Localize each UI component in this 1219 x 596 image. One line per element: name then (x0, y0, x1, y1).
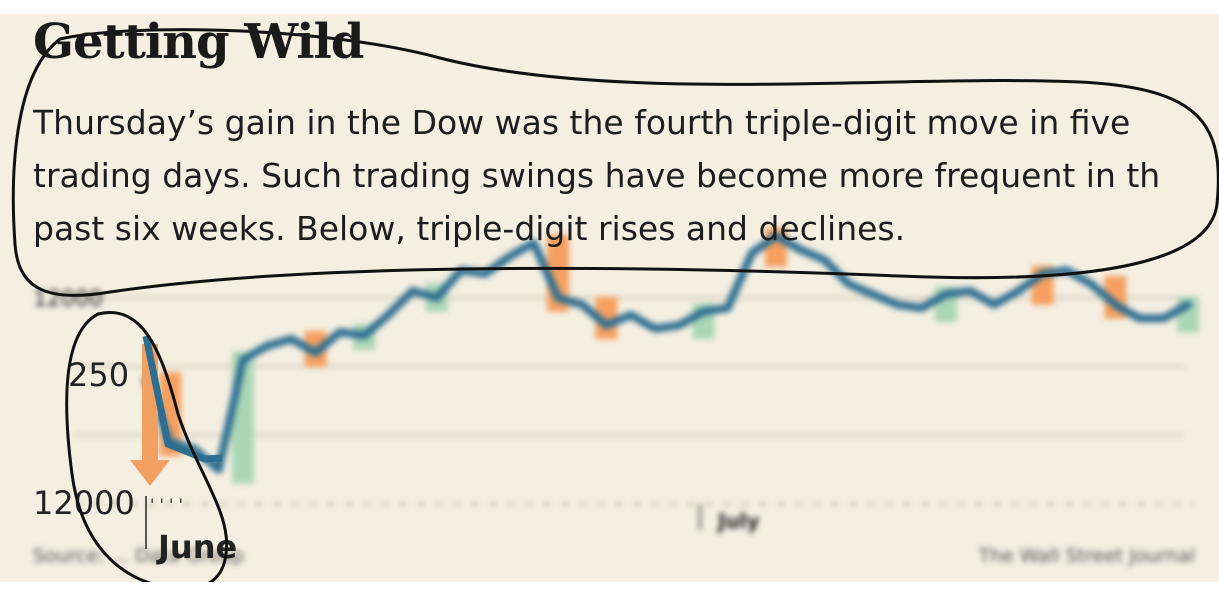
y-tick-label: 12000 (33, 484, 135, 522)
chart-title: Getting Wild (33, 14, 364, 70)
annotation-layer: ' ' ' ' 250 12000 June (11, 28, 1219, 582)
down-arrow (130, 344, 170, 486)
axis-outline (65, 311, 229, 582)
line-segment (142, 335, 223, 463)
chart-plot: Source: ... Data Group The Wall Street J… (11, 28, 1219, 582)
chart-card: Source: ... Data Group The Wall Street J… (0, 14, 1219, 582)
y-tick-label: 250 (68, 356, 129, 394)
dow-line (142, 231, 1192, 474)
june-dash-ticks: ' ' ' ' (150, 495, 183, 514)
source-note: Source: ... Data Group (33, 545, 244, 567)
grid-lines (75, 296, 1195, 506)
x-tick-label: July (716, 509, 760, 533)
title-outline (11, 28, 1219, 297)
credit-note: The Wall Street Journal (977, 545, 1195, 567)
decline-bar (595, 296, 618, 340)
chart-subtitle: Thursday’s gain in the Dow was the fourt… (33, 103, 1161, 248)
chart-footer: Source: ... Data Group The Wall Street J… (33, 545, 1195, 567)
blurred-chart-layer: Source: ... Data Group The Wall Street J… (33, 227, 1199, 567)
